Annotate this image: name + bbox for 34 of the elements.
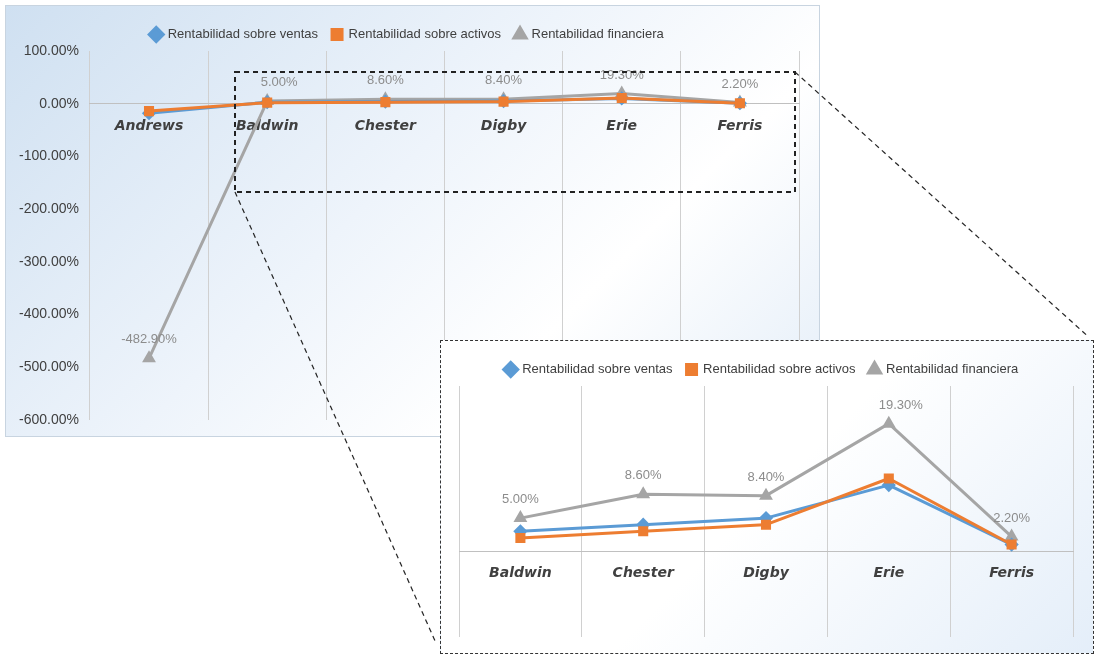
data-label: 19.30% [878,396,924,412]
x-tick-label: Baldwin [235,116,299,133]
data-label: 8.40% [485,72,523,88]
data-label: 2.20% [993,509,1031,525]
y-tick-label: -500.00% [18,358,79,375]
data-label: 8.60% [366,72,405,88]
legend-label: Rentabilidad sobre ventas [167,26,319,42]
y-tick-label: -300.00% [18,252,79,269]
y-tick-label: 0.00% [39,94,79,111]
legend-label: Rentabilidad sobre activos [703,361,857,377]
x-tick-label: Ferris [989,564,1035,581]
data-label: 5.00% [501,491,540,507]
legend-label: Rentabilidad financiera [886,361,1020,377]
data-label: 8.40% [747,468,785,484]
data-label: 5.00% [260,74,299,90]
x-tick-label: Andrews [113,116,184,133]
x-tick-label: Erie [606,116,638,133]
x-tick-label: Chester [612,564,675,581]
x-tick-label: Baldwin [489,564,552,581]
x-tick-label: Erie [873,564,905,581]
x-tick-label: Ferris [717,116,763,133]
x-tick-label: Digby [480,116,528,133]
y-tick-label: -400.00% [18,305,79,322]
y-tick-label: -200.00% [18,200,79,216]
x-tick-label: Digby [743,564,790,581]
y-tick-label: -600.00% [18,410,79,427]
data-label: 2.20% [721,75,759,91]
y-tick-label: -100.00% [18,147,79,164]
legend-label: Rentabilidad sobre activos [348,26,502,42]
x-tick-label: Chester [354,116,418,133]
y-tick-label: 100.00% [23,41,79,58]
legend-label: Rentabilidad financiera [531,26,665,42]
data-label: 8.60% [624,467,663,483]
legend-label: Rentabilidad sobre ventas [522,361,674,377]
